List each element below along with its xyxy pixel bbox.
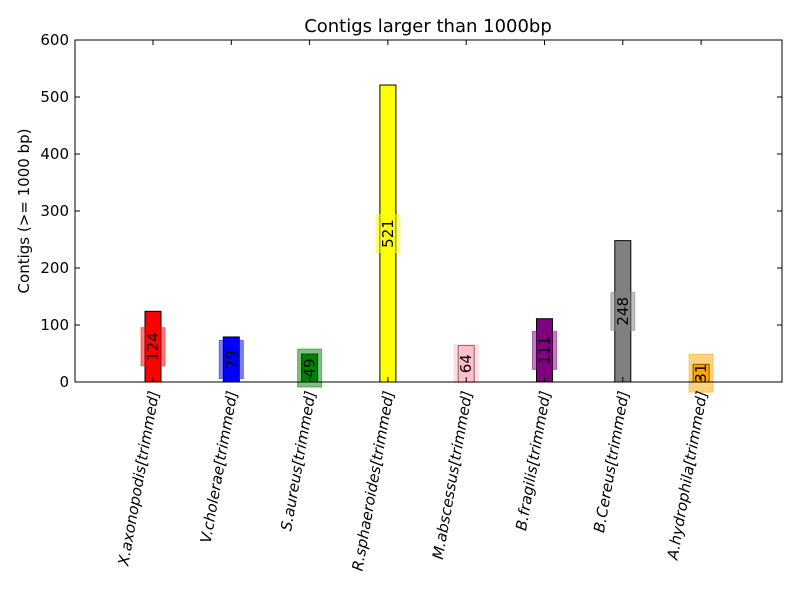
- chart-title: Contigs larger than 1000bp: [304, 16, 552, 37]
- y-tick-label: 200: [40, 259, 69, 277]
- y-tick-label: 500: [40, 88, 69, 106]
- y-tick-label: 300: [40, 202, 69, 220]
- value-label: 521: [379, 219, 397, 248]
- value-labels: 124 79 49 521 64 111 248 31: [140, 214, 714, 393]
- x-tick-label: S.aureus[trimmed]: [277, 389, 319, 532]
- y-tick-label: 100: [40, 316, 69, 334]
- value-label-box: [453, 344, 479, 384]
- x-tick-label: M.abscessus[trimmed]: [429, 389, 476, 560]
- plot-area-frame: [74, 39, 783, 383]
- value-label: 124: [144, 332, 162, 361]
- y-tick-label: 0: [59, 373, 69, 391]
- y-tick-label: 400: [40, 145, 69, 163]
- bars: [144, 84, 710, 383]
- y-axis-ticks: 0 100 200 300 400 500 600: [40, 31, 782, 391]
- value-label-box: [218, 339, 244, 379]
- y-tick-label: 600: [40, 31, 69, 49]
- x-tick-label: A.hydrophila[trimmed]: [663, 389, 711, 562]
- x-tick-label: B.fragilis[trimmed]: [512, 389, 554, 532]
- x-tick-label: X.axonopodis[trimmed]: [114, 389, 163, 568]
- x-tick-label: R.sphaeroides[trimmed]: [348, 389, 397, 572]
- value-label: 31: [692, 364, 710, 383]
- x-tick-label: B.Cereus[trimmed]: [590, 389, 633, 533]
- value-label-box: [375, 214, 401, 254]
- value-label: 79: [222, 350, 240, 369]
- value-label: 248: [614, 297, 632, 326]
- x-tick-label: V.cholerae[trimmed]: [197, 389, 242, 544]
- value-label-box: [140, 327, 166, 367]
- value-label-box: [610, 291, 636, 331]
- value-label: 64: [457, 354, 475, 373]
- value-label-box: [688, 353, 714, 393]
- value-label: 111: [536, 336, 554, 365]
- value-label-box: [297, 348, 323, 388]
- value-label: 49: [301, 358, 319, 377]
- y-axis-label: Contigs (>= 1000 bp): [15, 129, 33, 294]
- value-label-box: [532, 330, 557, 370]
